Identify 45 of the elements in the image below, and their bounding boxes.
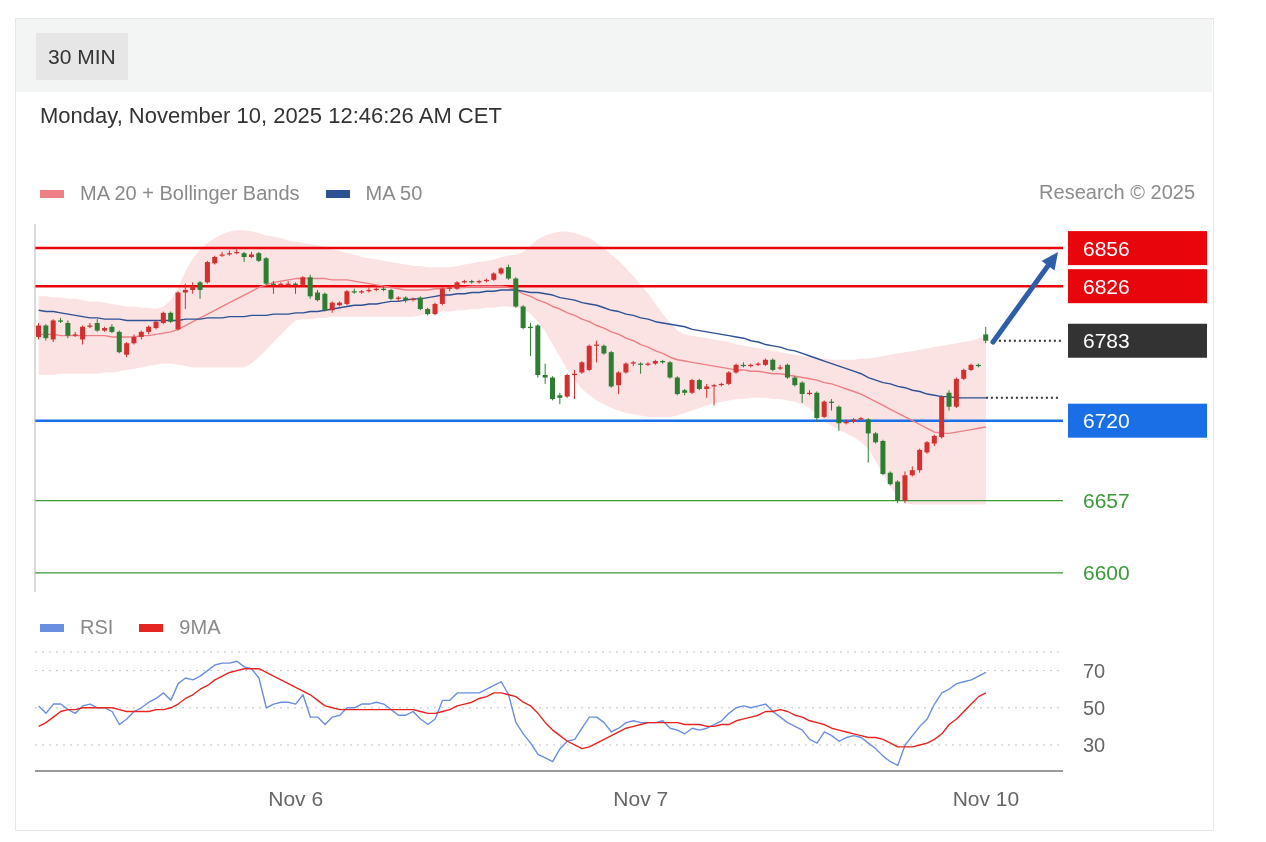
candlestick bbox=[616, 370, 622, 395]
legend-label: MA 20 + Bollinger Bands bbox=[80, 182, 300, 205]
ref-line-label: 6826 bbox=[1083, 274, 1130, 298]
ref-line-label: 6657 bbox=[1083, 489, 1130, 513]
candlestick bbox=[674, 375, 680, 396]
legend-label: MA 50 bbox=[365, 182, 423, 205]
text: Research © 2025 bbox=[1039, 181, 1195, 204]
y-tick-label: 50 bbox=[1083, 696, 1106, 719]
text: 30 MIN bbox=[36, 33, 128, 80]
candlestick bbox=[836, 404, 842, 432]
candlestick bbox=[564, 373, 570, 399]
candlestick bbox=[182, 283, 188, 310]
x-tick-label: Nov 6 bbox=[268, 786, 324, 810]
candlestick bbox=[307, 274, 313, 300]
candlestick bbox=[322, 292, 328, 313]
candlestick bbox=[520, 304, 526, 330]
candlestick bbox=[204, 260, 210, 285]
candlestick bbox=[799, 380, 805, 404]
candlestick bbox=[197, 280, 203, 300]
candlestick bbox=[865, 417, 871, 464]
ref-line-label: 6783 bbox=[1083, 329, 1130, 353]
candlestick bbox=[241, 251, 247, 263]
y-tick-label: 30 bbox=[1083, 734, 1106, 757]
ref-line-label: 6720 bbox=[1083, 409, 1130, 433]
candlestick bbox=[542, 363, 548, 385]
chart-subtitle: Monday, November 10, 2025 12:46:26 AM CET bbox=[40, 103, 502, 129]
candlestick bbox=[131, 333, 137, 346]
legend-label: RSI bbox=[80, 616, 114, 639]
line-series bbox=[37, 668, 987, 750]
x-tick-label: Nov 7 bbox=[613, 786, 669, 810]
candlestick bbox=[50, 318, 56, 343]
candlestick bbox=[917, 448, 923, 474]
ref-line-label: 6856 bbox=[1083, 236, 1130, 260]
candlestick bbox=[946, 389, 952, 412]
candlestick bbox=[777, 364, 783, 371]
candlestick bbox=[116, 330, 122, 354]
candlestick bbox=[895, 479, 901, 504]
x-tick-label: Nov 10 bbox=[952, 786, 1020, 810]
candlestick bbox=[80, 325, 86, 346]
ref-line-label: 6600 bbox=[1083, 561, 1130, 585]
candlestick bbox=[219, 251, 225, 258]
legend-label: 9MA bbox=[179, 616, 221, 639]
line-series bbox=[37, 660, 987, 767]
y-tick-label: 70 bbox=[1083, 659, 1106, 682]
candlestick bbox=[550, 375, 555, 401]
